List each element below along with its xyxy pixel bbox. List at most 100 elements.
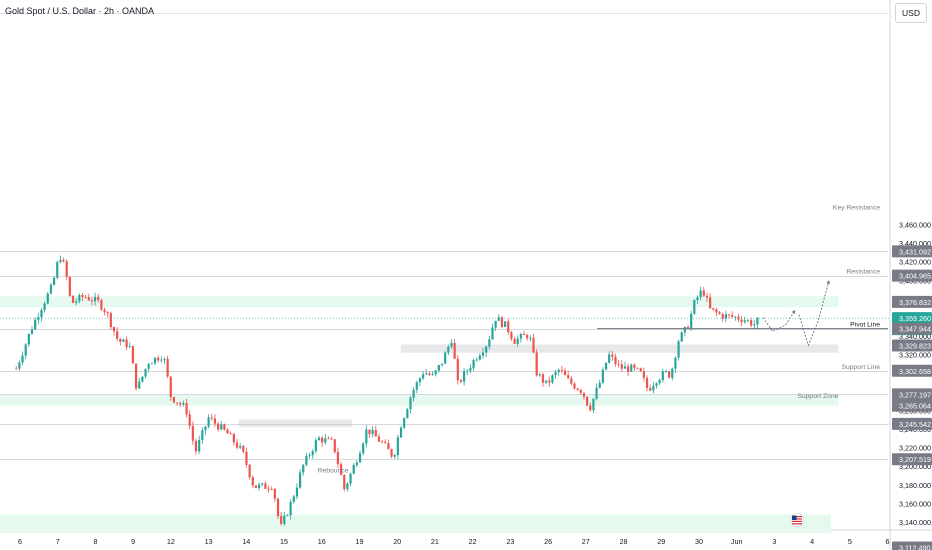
candle-body [661,371,664,381]
candle-body [541,374,545,383]
candle-49 [169,376,172,402]
candle-172 [557,368,560,376]
candle-body [305,455,308,465]
candle-body [620,364,623,369]
candle-body [368,429,371,435]
candle-body [633,364,636,368]
candle-body [153,357,157,364]
candle-152 [494,320,497,332]
candle-66 [223,423,226,431]
candle-body [472,359,475,369]
candle-64 [216,421,220,432]
candle-176 [570,376,573,386]
candle-231 [743,316,746,325]
candle-170 [551,374,554,385]
flag-stripe [792,516,802,518]
candle-body [34,319,37,330]
candle-body [18,362,21,369]
candle-141 [459,378,463,384]
candle-body [570,378,573,384]
candle-35 [125,336,128,351]
candle-body [604,362,608,370]
candle-body [428,373,431,375]
candle-104 [343,474,346,492]
candle-body [614,356,617,364]
candle-113 [371,426,374,438]
candle-10 [46,292,49,305]
candle-33 [119,338,122,346]
candle-142 [463,368,466,386]
candle-4 [27,333,30,347]
currency-button[interactable]: USD [895,3,927,23]
x-tick-label: 3 [772,537,776,546]
candle-body [750,320,753,326]
candle-body [475,359,478,361]
candle-107 [352,462,355,475]
candle-body [106,312,109,314]
price-label-1: 3,404.965 [892,269,932,282]
candle-7 [37,312,40,325]
candle-188 [608,351,611,364]
plot-area [0,0,890,530]
candle-129 [421,371,425,381]
candle-body [715,309,718,313]
candle-149 [485,345,488,357]
candle-body [59,259,62,263]
x-tick-label: 12 [167,537,175,546]
candle-body [314,440,317,452]
candle-body [491,327,494,340]
candle-body [56,262,59,278]
candle-body [128,346,131,348]
candle-112 [368,429,371,438]
candle-100 [330,436,333,441]
candle-115 [377,433,381,442]
candle-body [339,464,343,475]
price-label-text: 3,265.064 [899,402,931,411]
candle-body [147,364,150,369]
candle-body [696,297,699,301]
candle-body [668,371,671,378]
candle-body [160,359,163,361]
candle-body [298,472,302,488]
candle-102 [336,447,340,468]
candle-101 [333,439,336,454]
candle-58 [198,435,201,454]
price-label-box [892,245,932,258]
candle-215 [693,299,696,315]
price-label-box [892,295,932,308]
candle-body [519,334,522,339]
us-flag-icon[interactable] [790,513,804,527]
candle-193 [623,361,627,369]
candle-body [440,363,444,366]
candle-body [548,380,551,383]
candle-94 [311,449,314,460]
candle-90 [298,469,302,489]
y-tick-label: 3,160.000 [899,499,931,508]
candle-body [24,344,27,356]
candle-59 [201,427,204,444]
candle-234 [753,320,756,329]
candle-body [93,296,97,302]
candle-134 [437,364,440,373]
candle-184 [595,383,598,401]
candle-body [680,332,683,342]
candle-body [526,335,529,339]
symbol-title[interactable]: Gold Spot / U.S. Dollar · 2h · OANDA [5,6,155,16]
candle-body [116,331,119,339]
candle-55 [188,410,191,429]
candle-121 [396,435,399,460]
candle-2 [21,351,24,366]
candle-127 [415,380,418,394]
candle-body [371,430,374,435]
candle-body [554,372,557,376]
candle-body [317,437,321,441]
candle-body [232,433,235,443]
candle-155 [504,321,507,328]
candle-179 [579,388,582,396]
candle-body [198,440,201,452]
candle-body [485,346,488,353]
candle-222 [715,307,718,317]
candle-86 [286,514,289,517]
